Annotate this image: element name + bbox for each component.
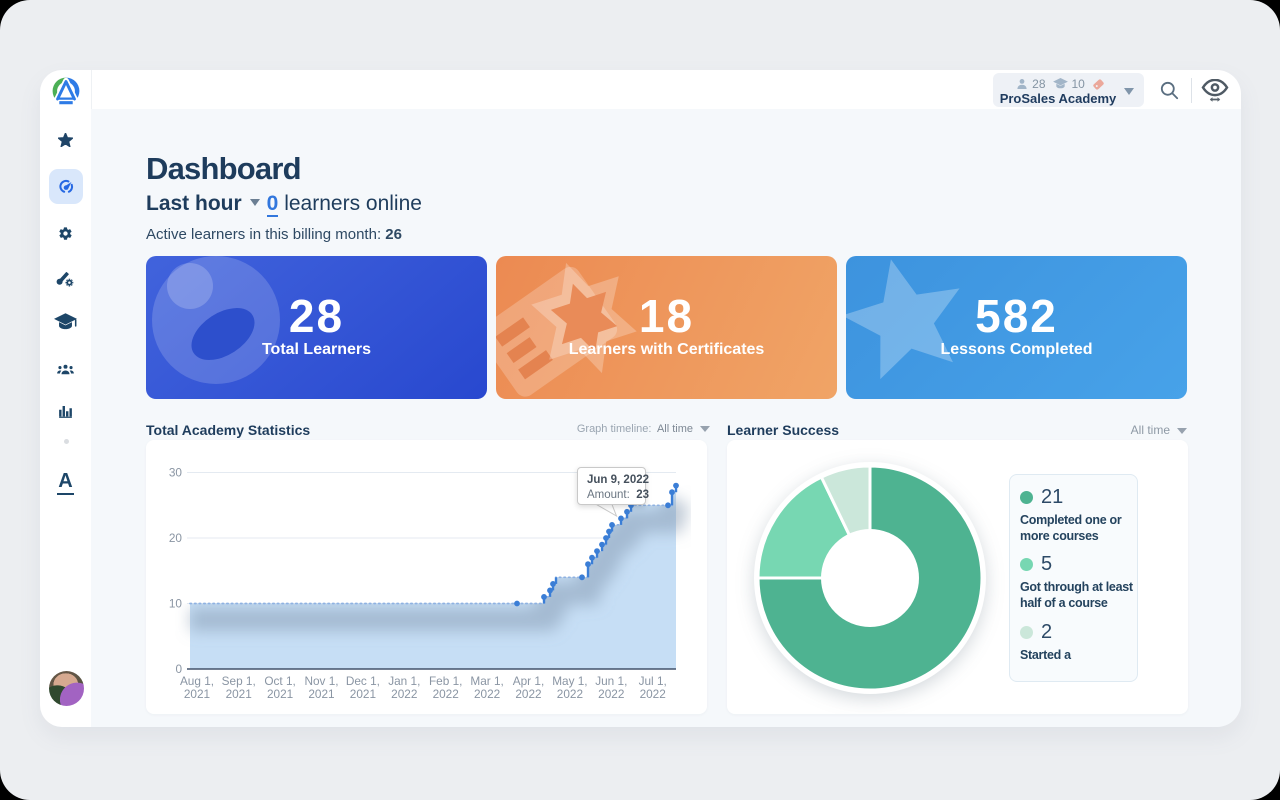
svg-text:2021: 2021 bbox=[267, 687, 293, 701]
svg-text:Jul 1,: Jul 1, bbox=[639, 674, 667, 688]
svg-text:2022: 2022 bbox=[433, 687, 459, 701]
svg-text:2021: 2021 bbox=[184, 687, 210, 701]
svg-text:Mar 1,: Mar 1, bbox=[470, 674, 503, 688]
svg-text:Sep 1,: Sep 1, bbox=[222, 674, 256, 688]
svg-text:20: 20 bbox=[169, 531, 183, 545]
svg-text:Apr 1,: Apr 1, bbox=[513, 674, 544, 688]
svg-text:2022: 2022 bbox=[640, 687, 666, 701]
svg-text:2021: 2021 bbox=[308, 687, 334, 701]
svg-text:Feb 1,: Feb 1, bbox=[429, 674, 462, 688]
svg-text:10: 10 bbox=[169, 597, 183, 611]
svg-text:Aug 1,: Aug 1, bbox=[180, 674, 214, 688]
svg-text:Dec 1,: Dec 1, bbox=[346, 674, 380, 688]
svg-text:Oct 1,: Oct 1, bbox=[264, 674, 295, 688]
svg-text:2022: 2022 bbox=[557, 687, 583, 701]
svg-text:Nov 1,: Nov 1, bbox=[304, 674, 338, 688]
svg-text:May 1,: May 1, bbox=[552, 674, 587, 688]
svg-text:2021: 2021 bbox=[350, 687, 376, 701]
svg-text:2022: 2022 bbox=[598, 687, 624, 701]
svg-text:2022: 2022 bbox=[474, 687, 500, 701]
svg-text:2022: 2022 bbox=[391, 687, 417, 701]
svg-text:Jan 1,: Jan 1, bbox=[388, 674, 420, 688]
svg-text:0: 0 bbox=[175, 662, 182, 676]
svg-text:2021: 2021 bbox=[226, 687, 252, 701]
svg-text:Jun 1,: Jun 1, bbox=[595, 674, 627, 688]
svg-text:2022: 2022 bbox=[515, 687, 541, 701]
svg-text:30: 30 bbox=[169, 466, 183, 480]
